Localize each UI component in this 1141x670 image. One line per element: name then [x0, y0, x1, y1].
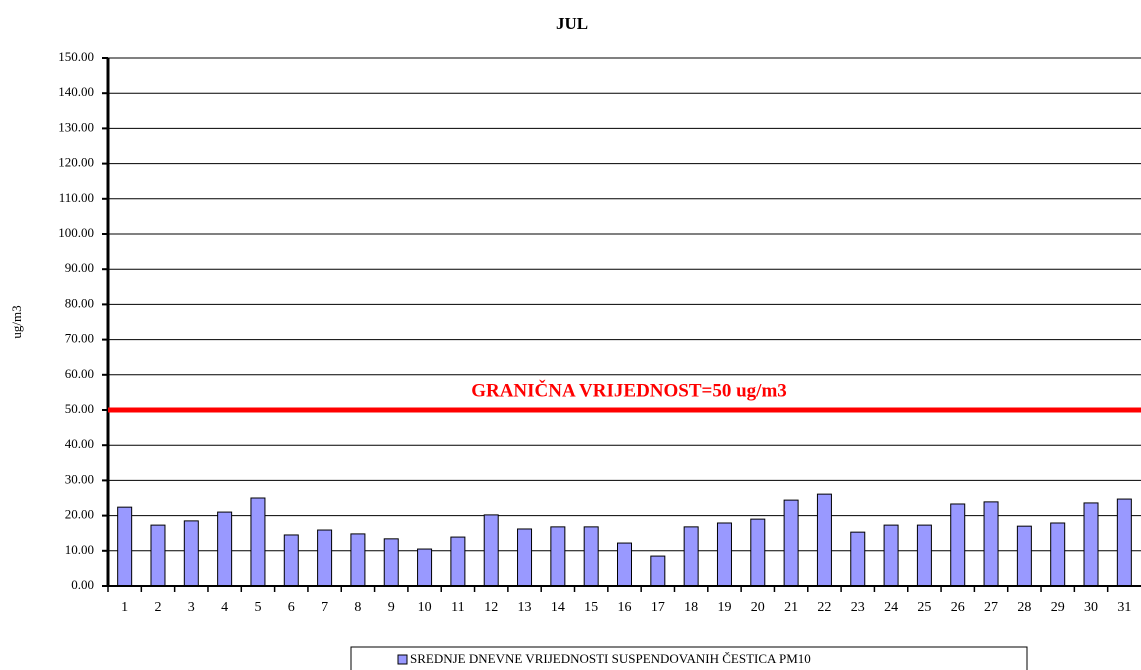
x-tick-label: 4 — [221, 600, 228, 615]
x-tick-label: 21 — [784, 600, 798, 615]
y-axis-title: ug/m3 — [9, 305, 24, 338]
x-tick-label: 24 — [884, 600, 898, 615]
bar — [317, 529, 333, 587]
bar — [283, 534, 299, 587]
x-tick-label: 23 — [851, 600, 865, 615]
bar — [383, 538, 399, 587]
x-tick-label: 30 — [1084, 600, 1098, 615]
x-tick-label: 26 — [951, 600, 965, 615]
bar — [783, 499, 799, 587]
y-tick-label: 50.00 — [65, 401, 94, 416]
x-tick-label: 19 — [717, 600, 731, 615]
bar — [250, 497, 266, 587]
bar — [117, 506, 133, 587]
bar — [750, 518, 766, 587]
bar — [950, 503, 966, 587]
x-tick-label: 11 — [451, 600, 464, 615]
bar — [883, 524, 899, 587]
x-tick-label: 16 — [618, 600, 632, 615]
x-tick-label: 6 — [288, 600, 295, 615]
x-tick-label: 1 — [121, 600, 128, 615]
y-tick-label: 110.00 — [59, 190, 94, 205]
y-tick-label: 0.00 — [71, 577, 94, 592]
bar — [150, 524, 166, 587]
x-tick-label: 28 — [1017, 600, 1031, 615]
bar — [583, 526, 599, 587]
legend-box — [350, 646, 1028, 670]
y-tick-label: 120.00 — [58, 155, 94, 170]
y-tick-label: 70.00 — [65, 331, 94, 346]
y-tick-label: 80.00 — [65, 295, 94, 310]
x-tick-label: 10 — [418, 600, 432, 615]
bar — [983, 501, 999, 587]
bar — [217, 511, 233, 587]
y-tick-label: 100.00 — [58, 225, 94, 240]
bar — [816, 493, 832, 587]
bar — [916, 524, 932, 587]
x-tick-label: 12 — [484, 600, 498, 615]
legend-label: SREDNJE DNEVNE VRIJEDNOSTI SUSPENDOVANIH… — [410, 651, 811, 666]
y-tick-label: 30.00 — [65, 471, 94, 486]
bar — [550, 526, 566, 587]
threshold-label: GRANIČNA VRIJEDNOST=50 ug/m3 — [471, 379, 787, 401]
chart-title: JUL — [556, 14, 588, 33]
x-tick-label: 2 — [154, 600, 161, 615]
y-tick-label: 10.00 — [65, 542, 94, 557]
x-tick-label: 18 — [684, 600, 698, 615]
x-tick-label: 17 — [651, 600, 665, 615]
y-tick-label: 60.00 — [65, 366, 94, 381]
x-tick-label: 3 — [188, 600, 195, 615]
bar — [1016, 525, 1032, 587]
bar — [417, 548, 433, 587]
bar — [1116, 498, 1132, 587]
bar — [350, 533, 366, 587]
y-tick-label: 130.00 — [58, 119, 94, 134]
x-tick-label: 13 — [518, 600, 532, 615]
y-tick-label: 90.00 — [65, 260, 94, 275]
x-tick-label: 7 — [321, 600, 328, 615]
x-tick-label: 29 — [1051, 600, 1065, 615]
bar — [183, 520, 199, 587]
x-tick-label: 14 — [551, 600, 565, 615]
bar — [850, 531, 866, 587]
x-tick-label: 31 — [1117, 600, 1131, 615]
x-tick-label: 25 — [917, 600, 931, 615]
y-tick-label: 140.00 — [58, 84, 94, 99]
x-tick-label: 20 — [751, 600, 765, 615]
x-tick-label: 15 — [584, 600, 598, 615]
bar — [617, 542, 632, 587]
bar — [483, 514, 499, 587]
x-tick-label: 9 — [388, 600, 395, 615]
x-tick-label: 5 — [254, 600, 261, 615]
bar — [683, 526, 699, 587]
bar — [517, 528, 533, 587]
y-tick-label: 40.00 — [65, 436, 94, 451]
bar — [716, 522, 732, 587]
legend-swatch — [397, 654, 408, 665]
x-tick-label: 22 — [817, 600, 831, 615]
bar — [1083, 502, 1099, 587]
y-tick-label: 20.00 — [65, 507, 94, 522]
y-tick-label: 150.00 — [58, 49, 94, 64]
x-tick-label: 8 — [354, 600, 361, 615]
bar — [650, 555, 666, 587]
bar — [1050, 522, 1066, 587]
x-tick-label: 27 — [984, 600, 998, 615]
bar — [450, 536, 466, 587]
